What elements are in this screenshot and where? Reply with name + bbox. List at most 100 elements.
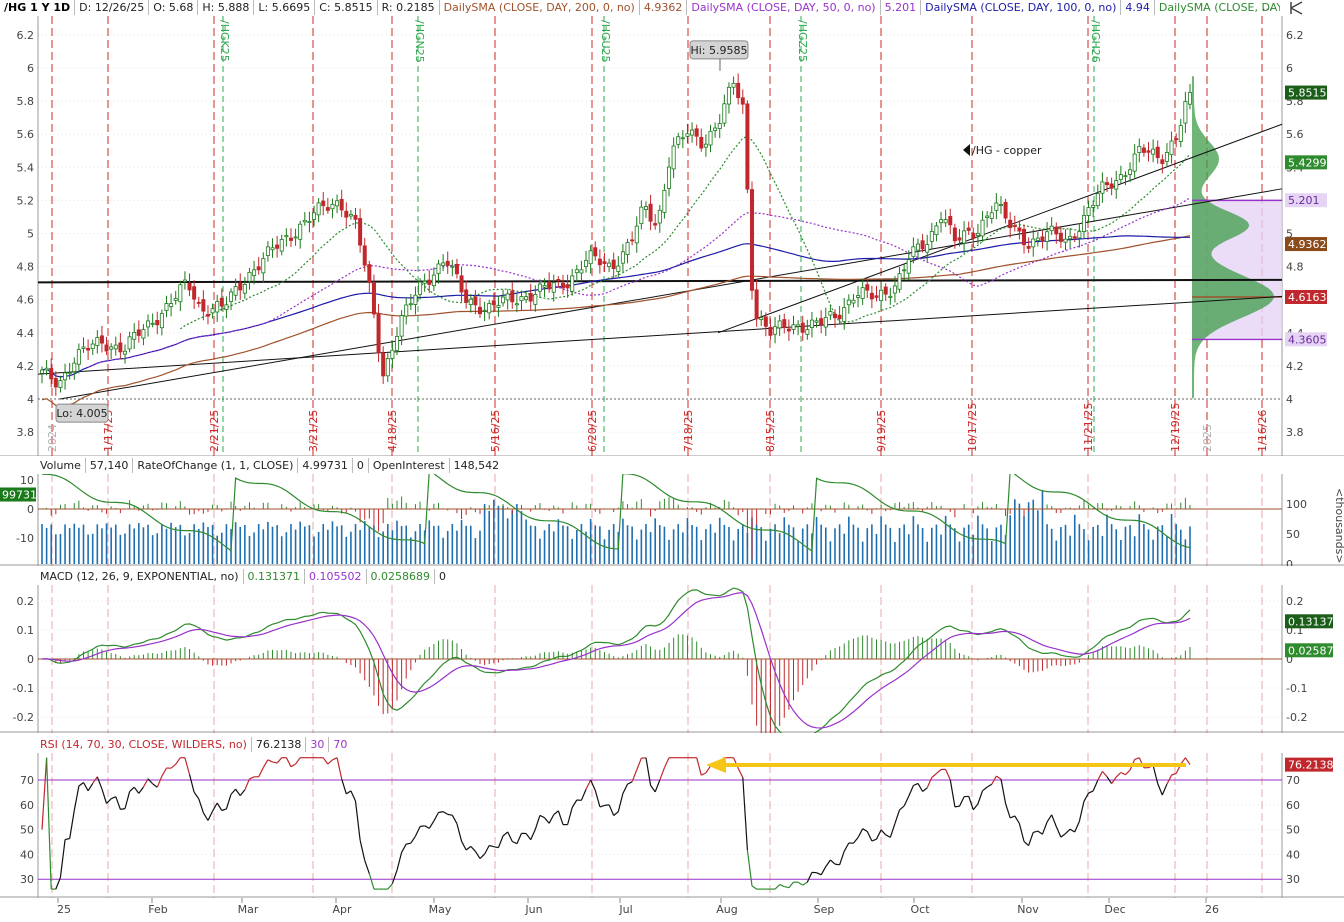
- candle-body: [256, 266, 261, 271]
- candle-body: [1049, 225, 1054, 232]
- rsi-segment: [862, 828, 868, 833]
- candle-body: [1091, 204, 1096, 208]
- collapse-icon[interactable]: [1288, 0, 1306, 16]
- candle-body: [335, 200, 340, 207]
- rsi-segment: [875, 829, 882, 840]
- date-marker-label: 11/21/25: [1082, 403, 1095, 452]
- roc-badge: 99731: [2, 489, 37, 502]
- rsi-segment: [433, 812, 440, 822]
- rsi-segment: [1111, 776, 1117, 784]
- candle-body: [399, 315, 404, 337]
- candle-body: [648, 203, 653, 222]
- sma100-line: [41, 235, 1190, 378]
- rsi-segment: [359, 839, 366, 861]
- candle-body: [634, 225, 639, 244]
- price-tick-left: 6.2: [17, 29, 35, 42]
- rsi-segment: [470, 845, 476, 852]
- candle-body: [925, 244, 930, 253]
- volume-header: Volume 57,140 RateOfChange (1, 1, CLOSE) 4.…: [36, 458, 503, 474]
- rsi-segment: [1101, 771, 1108, 778]
- sma50-label[interactable]: DailySMA (CLOSE, DAY, 50, 0, no): [687, 0, 881, 15]
- copper-label: /HG - copper: [972, 144, 1042, 157]
- candle-body: [109, 346, 114, 350]
- last-price-badge: 5.8515: [1288, 87, 1327, 100]
- sma100-label[interactable]: DailySMA (CLOSE, DAY, 100, 0, no): [921, 0, 1122, 15]
- symbol-label[interactable]: /HG 1 Y 1D: [0, 0, 76, 15]
- candle-body: [671, 145, 676, 170]
- rsi-tick-right: 40: [1286, 848, 1300, 861]
- candle-body: [316, 202, 321, 216]
- candle-body: [897, 273, 902, 290]
- macd-header: MACD (12, 26, 9, EXPONENTIAL, no) 0.13137…: [36, 569, 450, 585]
- rsi-segment: [474, 850, 481, 859]
- macd-chart[interactable]: 0.2 0.20.1 0.10 0-0.1 -0.1-0.2 -0.20.131370.0…: [0, 585, 1344, 733]
- macd-label[interactable]: MACD (12, 26, 9, EXPONENTIAL, no): [36, 569, 244, 584]
- candle-body: [302, 219, 307, 223]
- rsi-chart[interactable]: 70 70 60 60 50 50 40 40 30 30 76.2138: [0, 753, 1344, 898]
- rsi-segment: [276, 757, 283, 764]
- roc-label[interactable]: RateOfChange (1, 1, CLOSE): [133, 458, 299, 473]
- rsi-segment: [903, 795, 910, 807]
- rsi-segment: [1115, 772, 1122, 778]
- candle-body: [159, 313, 164, 329]
- rsi-segment: [659, 767, 665, 781]
- rsi-segment: [557, 810, 564, 825]
- rsi-segment: [465, 845, 472, 851]
- sma100-badge: 4.9362: [1288, 238, 1327, 251]
- candle-body: [242, 284, 247, 294]
- rsi-segment: [414, 826, 421, 837]
- candle-body: [593, 247, 598, 257]
- rsi-segment: [1088, 790, 1094, 794]
- hi-label-box: [689, 40, 749, 60]
- candle-body: [680, 137, 685, 140]
- rsi-segment: [797, 881, 804, 886]
- rsi-segment: [336, 757, 343, 780]
- candle-body: [625, 242, 630, 256]
- oi-label[interactable]: OpenInterest: [369, 458, 450, 473]
- candle-body: [224, 304, 229, 310]
- price-chart[interactable]: 6.2 6 5.8 5.6 5.4 5.2 5 4.8 4.6 4.4 4.2 4 3.8 6.2 6 5.…: [0, 16, 1344, 456]
- date-marker-label: 7/18/25: [682, 410, 695, 452]
- rsi-segment: [424, 825, 430, 829]
- candle-body: [1063, 238, 1068, 243]
- candle-body: [1137, 145, 1142, 153]
- candle-body: [247, 271, 252, 282]
- candle-body: [362, 245, 367, 266]
- candle-body: [846, 299, 851, 306]
- rsi-segment: [354, 800, 361, 841]
- rsi-segment: [553, 810, 559, 816]
- candle-body: [219, 297, 224, 307]
- rsi-arrow-head-icon: [706, 757, 726, 773]
- rsi-label[interactable]: RSI (14, 70, 30, CLOSE, WILDERS, no): [36, 737, 252, 752]
- rsi-segment: [96, 776, 103, 790]
- candle-body: [454, 263, 459, 275]
- rsi-segment: [368, 873, 375, 890]
- oi-value: 148,542: [453, 459, 500, 472]
- month-label: Mar: [238, 903, 259, 916]
- date-label: D: 12/26/25: [75, 0, 150, 15]
- candle-body: [842, 307, 847, 322]
- volume-label[interactable]: Volume: [36, 458, 86, 473]
- sma200-label[interactable]: DailySMA (CLOSE, DAY, 200, 0, no): [440, 0, 640, 15]
- rsi-segment: [262, 759, 269, 768]
- sma20-label[interactable]: DailySMA (CLOSE, DAY, 20, 0, no): [1158, 1, 1280, 14]
- candle-body: [579, 269, 584, 274]
- rsi-segment: [645, 757, 652, 786]
- candle-body: [713, 127, 718, 131]
- candle-body: [676, 136, 681, 145]
- candle-body: [717, 123, 722, 129]
- candle-body: [261, 258, 266, 274]
- candle-body: [911, 246, 916, 257]
- candle-body: [883, 286, 888, 295]
- rsi-segment: [1037, 830, 1043, 835]
- candle-body: [832, 313, 837, 319]
- candle-body: [505, 293, 510, 301]
- candle-body: [1012, 225, 1017, 228]
- rsi-segment: [982, 786, 988, 792]
- candle-body: [971, 232, 976, 239]
- candle-body: [786, 328, 791, 332]
- rsi-segment: [1065, 828, 1071, 835]
- macd-tick-right: -0.2: [1286, 711, 1307, 724]
- rsi-segment: [1028, 832, 1034, 846]
